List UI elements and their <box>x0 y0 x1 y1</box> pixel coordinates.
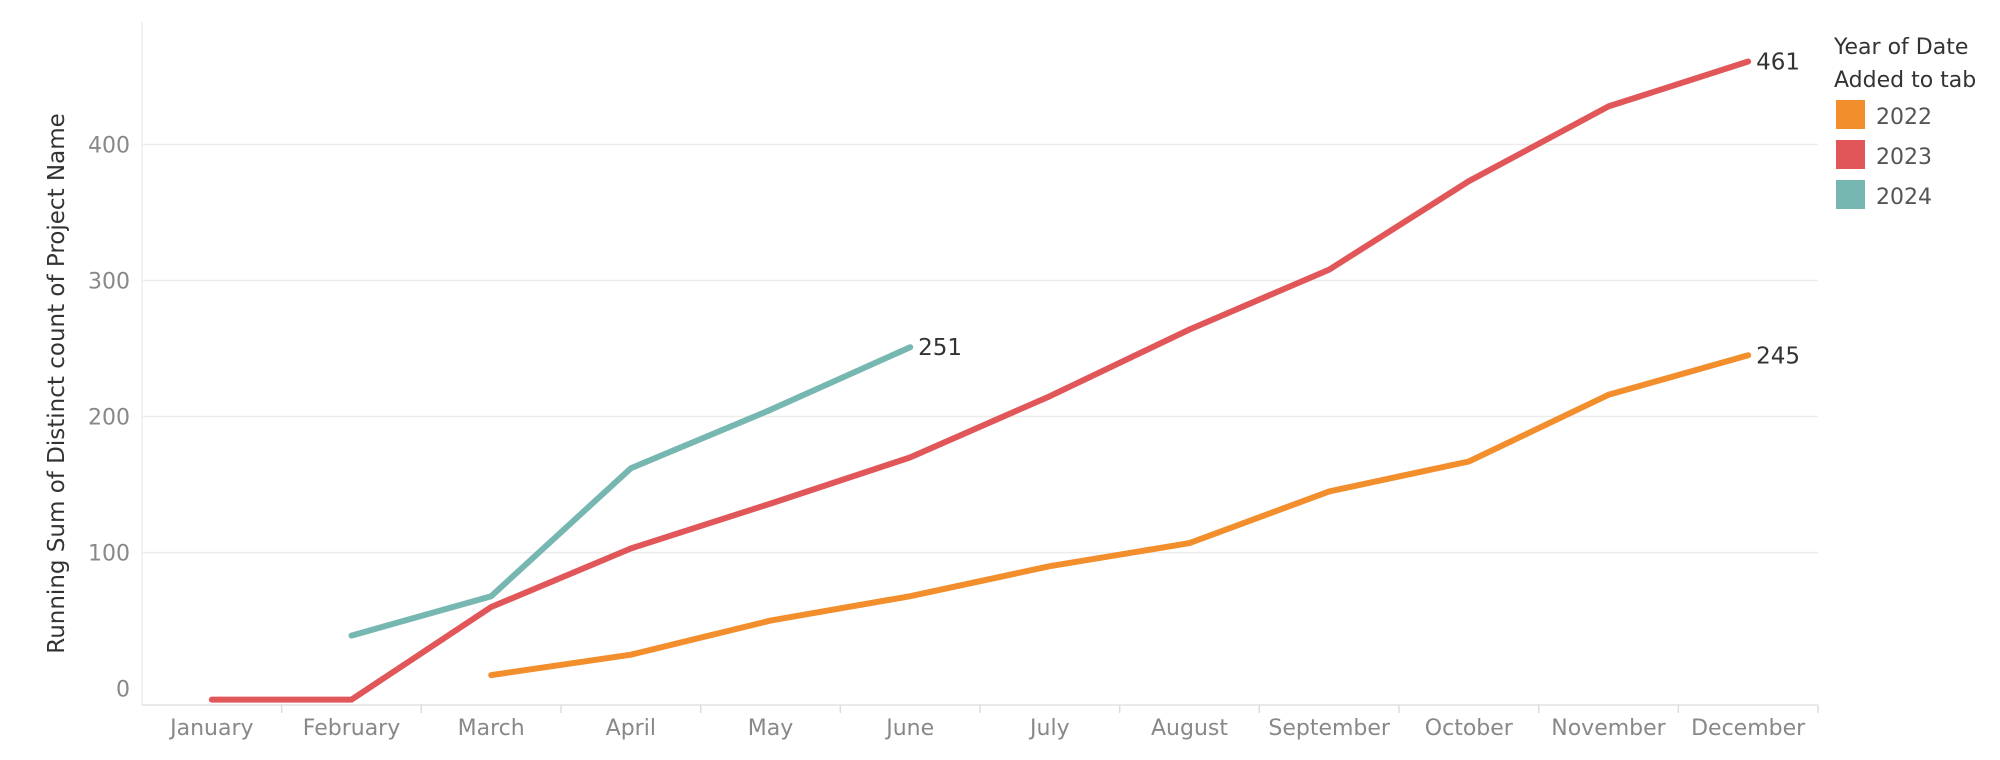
x-tick-label: January <box>168 716 253 741</box>
x-tick-label: June <box>884 716 934 741</box>
y-tick-label: 100 <box>88 542 130 567</box>
x-tick-label: August <box>1151 716 1228 741</box>
legend-title: Added to tab <box>1834 68 1976 93</box>
end-labels: 245 461 251 <box>918 49 1800 369</box>
y-tick-label: 300 <box>88 270 130 295</box>
axes: 0 100 200 300 400 January February March April Ma… <box>88 22 1819 741</box>
series-line-2024 <box>348 344 914 639</box>
legend-label-2023: 2023 <box>1876 145 1932 170</box>
x-tick-label: November <box>1551 716 1666 741</box>
x-tick-label: September <box>1268 716 1391 741</box>
x-tick-label: July <box>1028 716 1070 741</box>
legend-label-2024: 2024 <box>1876 185 1932 210</box>
x-tick-label: March <box>458 716 525 741</box>
legend-swatch-2022 <box>1836 100 1865 129</box>
y-tick-label: 400 <box>88 133 130 158</box>
x-tick-label: December <box>1691 716 1806 741</box>
legend-label-2022: 2022 <box>1876 105 1932 130</box>
end-label-2022: 245 <box>1756 343 1800 369</box>
end-label-2024: 251 <box>918 335 962 361</box>
series-lines <box>208 58 1752 703</box>
legend-swatch-2024 <box>1836 180 1865 209</box>
series-line-2023 <box>208 58 1752 703</box>
series-line-2022 <box>488 352 1752 679</box>
end-label-2023: 461 <box>1756 49 1800 75</box>
y-axis-title: Running Sum of Distinct count of Project… <box>44 113 70 654</box>
legend-title: Year of Date <box>1833 35 1968 60</box>
x-tick-label: February <box>303 716 401 741</box>
y-tick-label: 200 <box>88 406 130 431</box>
y-tick-label: 0 <box>116 678 130 703</box>
legend-swatch-2023 <box>1836 140 1865 169</box>
x-tick-label: April <box>606 716 656 741</box>
legend: Year of Date Added to tab 2022 2023 2024 <box>1833 35 1976 210</box>
grid <box>142 143 1818 554</box>
x-tick-label: May <box>748 716 793 741</box>
x-tick-label: October <box>1425 716 1514 741</box>
